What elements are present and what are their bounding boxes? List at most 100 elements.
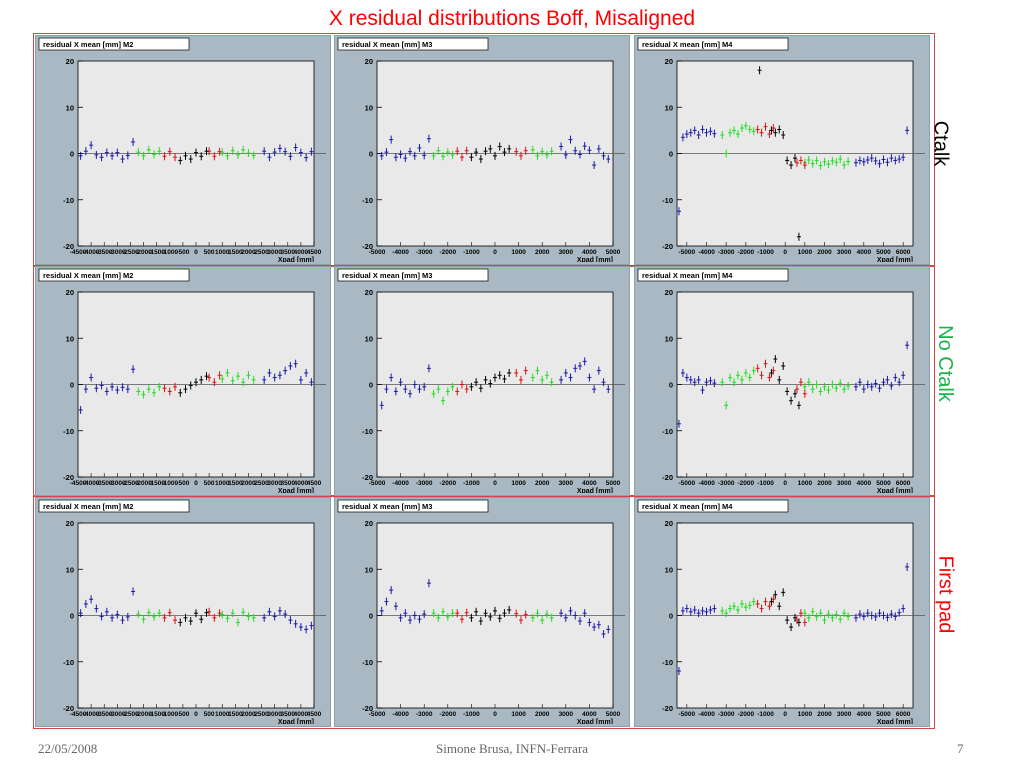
x-tick-label: 0 [194,249,198,256]
x-tick-label: 2500 [254,711,269,718]
footer-author: Simone Brusa, INFN-Ferrara [436,741,588,756]
data-point [830,380,835,389]
data-point [596,620,601,629]
data-point [781,131,786,139]
data-point [767,373,772,382]
x-tick-label: -1000 [757,711,774,718]
x-tick-label: 3000 [267,711,282,718]
data-point [178,388,183,397]
data-point [540,375,545,384]
data-point [478,384,483,393]
x-tick-label: -4500 [70,249,87,256]
data-point [212,613,217,622]
x-tick-label: -2000 [135,249,152,256]
data-point [751,366,756,375]
residual-plot-svg: residual X mean [mm] M320100-10-20-5000-… [337,37,625,262]
data-point [767,130,772,139]
data-point [544,150,549,159]
data-point [384,597,389,606]
x-tick-label: 2000 [817,711,832,718]
x-tick-label: 2000 [817,480,832,487]
y-tick-label: 10 [665,103,673,112]
plot-title-box [38,499,190,513]
data-point [846,612,851,621]
data-point [777,602,782,611]
data-point [104,148,109,157]
data-point [781,362,786,370]
data-point [152,388,157,397]
data-point [794,385,799,394]
plot-title: residual X mean [mm] M2 [43,40,133,49]
data-point [793,154,797,163]
x-tick-label: 3000 [837,711,852,718]
data-point [901,371,906,380]
data-point [724,609,729,618]
plot-title-box [337,268,489,282]
x-tick-label: 3000 [559,711,574,718]
data-point [712,129,717,138]
x-tick-label: 4500 [307,249,322,256]
data-point [445,148,450,157]
data-point [225,614,230,623]
data-point [861,157,866,166]
x-tick-label: -4500 [70,711,87,718]
x-tick-label: 4000 [857,480,872,487]
data-point [806,155,811,164]
x-tick-label: 500 [204,480,215,487]
data-point [544,371,549,380]
data-point [601,630,606,638]
data-point [755,125,760,134]
data-point [688,128,693,137]
residual-plot-svg: residual X mean [mm] M420100-10-20-5000-… [637,499,925,724]
data-point [478,155,483,164]
data-point [549,147,554,156]
x-tick-label: 5000 [606,711,621,718]
data-point [728,604,733,613]
data-point [403,385,408,394]
data-point [559,142,564,151]
data-point [403,609,408,618]
data-point [684,373,689,382]
data-point [441,607,446,616]
data-point [459,153,464,162]
data-point [692,605,697,614]
data-point [530,145,535,154]
y-tick-label: 0 [70,381,74,390]
x-tick-label: -1000 [161,249,178,256]
x-tick-label: 0 [194,480,198,487]
data-point [834,610,839,619]
data-point [692,378,697,387]
data-point [796,401,801,410]
data-point [507,368,512,377]
x-tick-label: 2000 [535,480,550,487]
data-point [78,405,83,414]
data-point [769,597,774,606]
data-point [802,618,807,627]
x-tick-label: 4000 [582,249,597,256]
x-tick-label: -1500 [148,711,165,718]
x-tick-label: -3000 [718,711,735,718]
data-point [225,368,230,377]
data-point [125,612,130,621]
data-point [488,144,493,153]
data-point [445,387,450,396]
data-point [755,599,760,608]
x-tick-label: -5000 [369,480,386,487]
x-tick-label: -4000 [392,249,409,256]
data-point [769,126,774,135]
data-point [483,609,488,618]
x-tick-label: 0 [493,711,497,718]
x-tick-label: 2000 [241,711,256,718]
data-point [488,612,493,621]
data-point [759,128,764,137]
plot-title: residual X mean [mm] M2 [43,271,133,280]
data-point [789,396,794,405]
data-point [241,608,246,617]
data-point [540,616,545,625]
data-point [125,151,130,160]
data-point [540,147,545,156]
residual-plot-svg: residual X mean [mm] M220100-10-20-4500-… [38,499,326,724]
data-point [408,389,413,398]
data-point [288,152,293,161]
x-tick-label: -3000 [109,711,126,718]
